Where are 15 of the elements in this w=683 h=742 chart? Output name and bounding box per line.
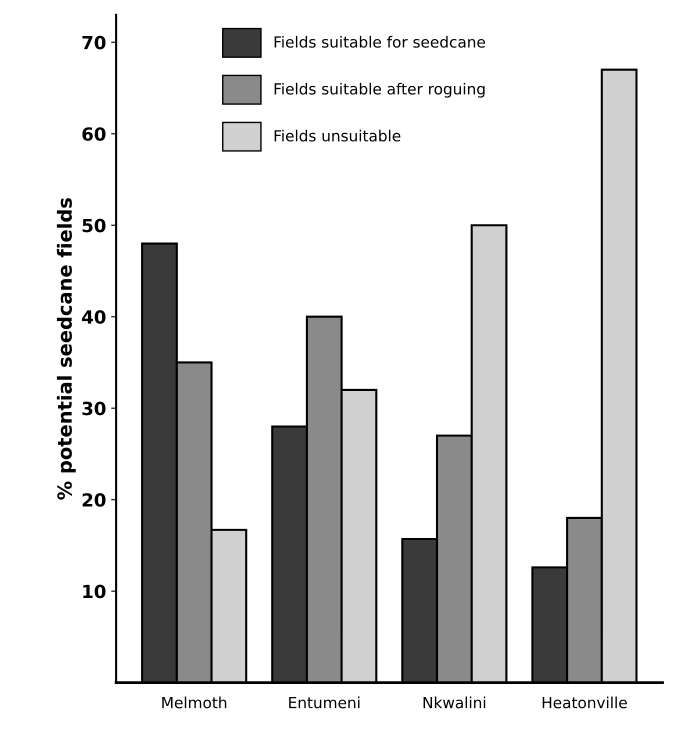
x-tick-label: Entumeni bbox=[289, 696, 360, 708]
y-tick-label: 60 bbox=[82, 127, 106, 141]
legend-label: Fields suitable for seedcane bbox=[274, 36, 486, 48]
x-tick-label: Heatonville bbox=[542, 696, 627, 708]
y-tick-label: 40 bbox=[82, 310, 106, 324]
y-tick-label: 20 bbox=[82, 493, 106, 507]
x-tick-label: Nkwalini bbox=[424, 696, 486, 708]
legend-label: Fields suitable after roguing bbox=[274, 82, 485, 98]
y-tick-label: 10 bbox=[83, 584, 106, 598]
legend-label: Fields unsuitable bbox=[274, 130, 400, 142]
x-tick-label: Melmoth bbox=[162, 696, 226, 708]
y-axis-title: % potential seedcane fields bbox=[56, 198, 76, 500]
y-tick-label: 70 bbox=[82, 36, 106, 50]
y-tick-label: 50 bbox=[82, 218, 106, 232]
y-tick-label: 30 bbox=[82, 402, 106, 416]
